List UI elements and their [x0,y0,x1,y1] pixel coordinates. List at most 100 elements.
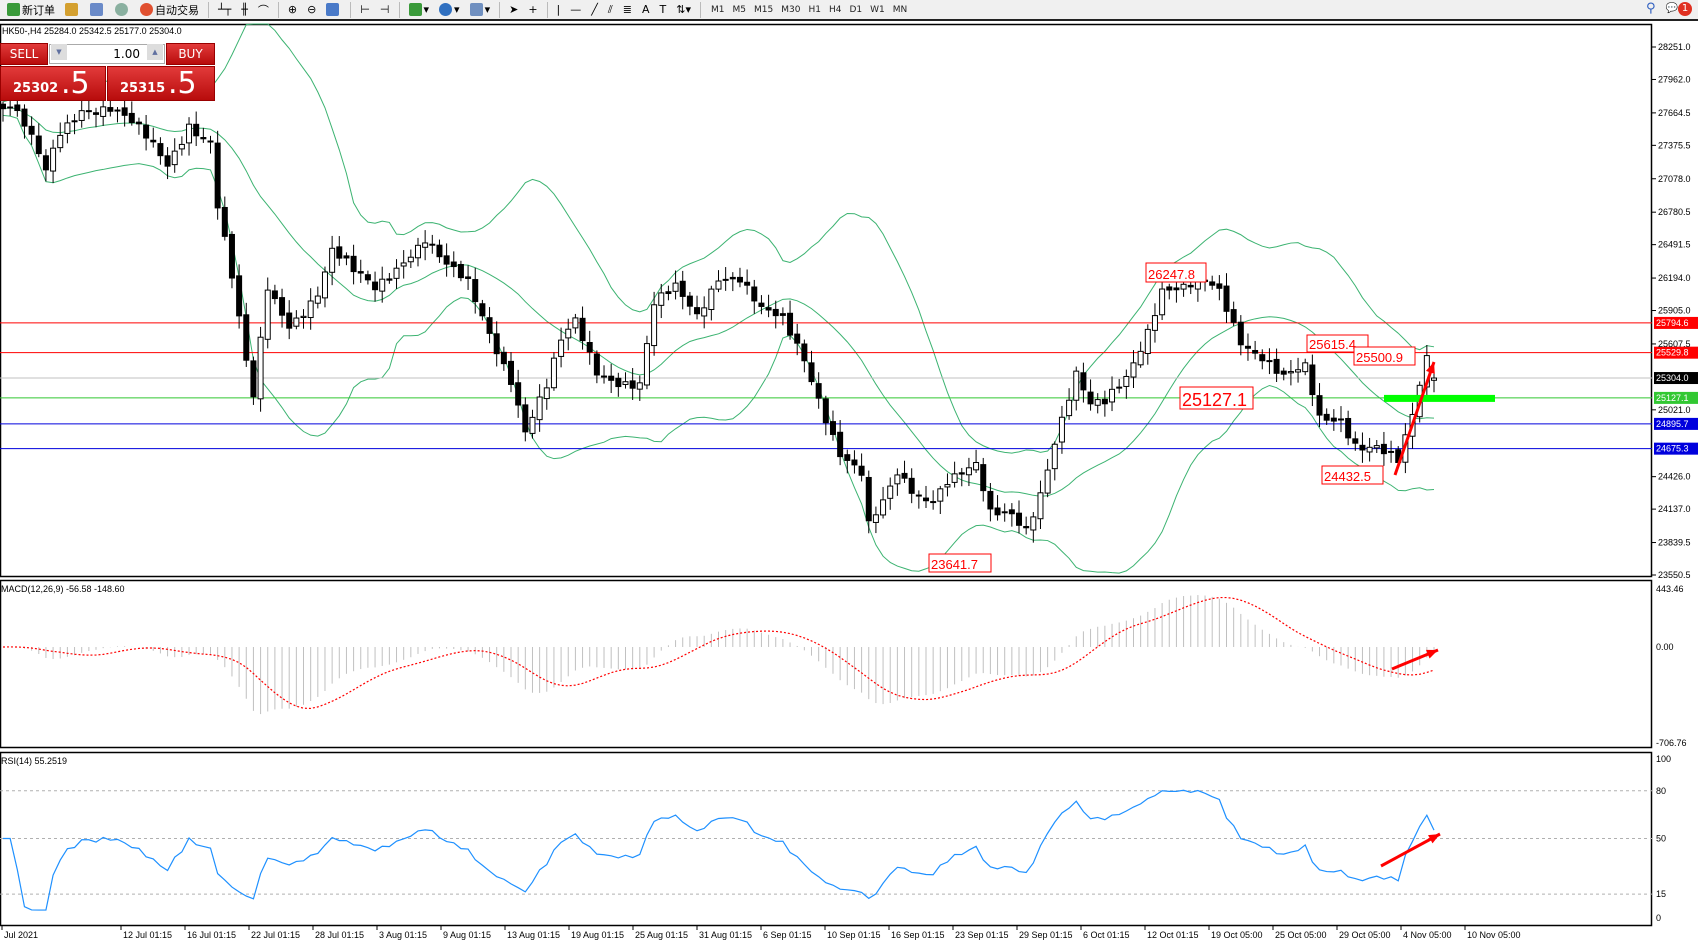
candle [443,243,450,277]
chart-shift-button[interactable]: ⊣ [379,3,390,16]
lot-decrease-button[interactable]: ▼ [51,44,67,60]
candle [1101,390,1108,417]
timeframe-m15[interactable]: M15 [754,4,774,15]
text-tool[interactable]: A [642,3,650,16]
timeframe-m1[interactable]: M1 [711,4,725,15]
fibonacci-tool[interactable]: ≣ [622,3,632,16]
vertical-line-tool[interactable]: | [556,3,561,16]
candle-body [794,333,801,344]
time-tick-label: 16 Sep 01:15 [891,930,945,940]
candle-body [829,421,836,435]
candle-body [901,472,908,479]
templates-button[interactable]: ▾ [467,1,494,19]
tile-windows-button[interactable] [323,1,344,19]
zoom-out-button[interactable]: ⊖ [304,1,319,19]
timeframe-w1[interactable]: W1 [870,4,885,15]
history-button[interactable] [62,1,83,19]
candlestick-button[interactable]: ╫ [241,3,248,16]
candle [429,234,436,254]
annotation-text: 25615.4 [1309,337,1356,352]
timeframe-h1[interactable]: H1 [808,4,821,15]
candle [1066,388,1073,420]
channel-tool[interactable]: ⫽ [607,2,613,16]
candle-body [307,300,314,319]
trendline-tool[interactable]: ╱ [591,3,598,16]
candle-body [1237,321,1244,346]
candle-body [1259,354,1266,362]
candle-body [1144,328,1151,355]
candle [1244,333,1251,361]
cursor-tool[interactable]: ➤ [509,3,519,16]
candle-body [508,360,515,385]
time-tick-label: 9 Aug 01:15 [443,930,491,940]
candle [772,300,779,329]
bar-chart-button[interactable]: ┴┬ [218,3,232,16]
candle-body [85,110,92,113]
candle-body [343,255,350,259]
price-tick-label: 24137.0 [1658,504,1691,514]
crosshair-tool[interactable]: + [528,3,538,16]
candle [1316,383,1323,428]
notifications-icon[interactable]: 💬 1 [1666,1,1692,16]
candle [779,307,786,326]
candle [930,490,937,510]
candle [837,420,844,466]
candle-body [844,454,851,461]
right-toolbar: ⚲ 💬 1 [1646,1,1692,16]
timeframe-m5[interactable]: M5 [732,4,747,15]
candle-body [944,484,951,488]
candle [1109,376,1116,412]
candle-body [937,488,944,502]
candle-body [872,514,879,523]
lot-size-input[interactable]: 1.00 [49,44,165,64]
candle [1273,348,1280,383]
time-tick-label: 4 Nov 05:00 [1403,930,1452,940]
signals-button[interactable] [112,1,133,19]
clock-icon [439,3,453,16]
autoscroll-button[interactable]: ⊢ [360,3,370,16]
candle [128,101,135,126]
bid-price-button[interactable]: 25302 .5 [0,66,106,101]
candle [436,239,443,263]
line-chart-button[interactable]: ⌒ [257,3,269,17]
search-icon[interactable]: ⚲ [1646,1,1656,16]
buy-button[interactable]: BUY [166,43,215,65]
rsi-tick-label: 80 [1656,786,1666,796]
zoom-in-button[interactable]: ⊕ [285,1,300,19]
new-order-button[interactable]: 新订单 [4,1,58,19]
text-label-tool[interactable]: T [659,3,667,16]
add-indicator-icon [408,3,422,16]
candle [207,135,214,154]
candle [264,277,271,349]
timeframe-m30[interactable]: M30 [781,4,801,15]
horizontal-line-tool[interactable]: — [570,3,582,16]
toolbar: 新订单 自动交易 ┴┬ ╫ ⌒ ⊕ ⊖ ⊢ ⊣ ▾ ▾ ▾ ➤ + | — ╱ … [0,0,1698,21]
candle [1151,303,1158,343]
candle-body [822,398,829,424]
lot-increase-button[interactable]: ▲ [147,44,163,60]
history-icon [65,3,78,16]
candle [1144,324,1151,365]
timeframe-d1[interactable]: D1 [849,4,863,15]
support-highlight-bar [1384,394,1495,402]
periods-button[interactable]: ▾ [436,1,463,19]
candle [887,477,894,510]
annotation-box [1145,262,1207,283]
arrows-tool[interactable]: ⇅▾ [676,3,692,16]
ask-price-button[interactable]: 25315 .5 [107,66,215,101]
candle-body [965,467,972,476]
terminal-button[interactable] [87,1,108,19]
auto-trading-button[interactable]: 自动交易 [137,1,202,19]
candle-body [42,155,49,171]
indicators-button[interactable]: ▾ [406,1,433,19]
candle [171,138,178,173]
candle-body [915,494,922,497]
candle-body [57,134,64,149]
timeframe-h4[interactable]: H4 [828,4,842,15]
timeframe-mn[interactable]: MN [892,4,908,15]
sell-button[interactable]: SELL [0,43,48,65]
candle-body [178,143,185,150]
candle [558,327,565,368]
candle-body [615,377,622,388]
